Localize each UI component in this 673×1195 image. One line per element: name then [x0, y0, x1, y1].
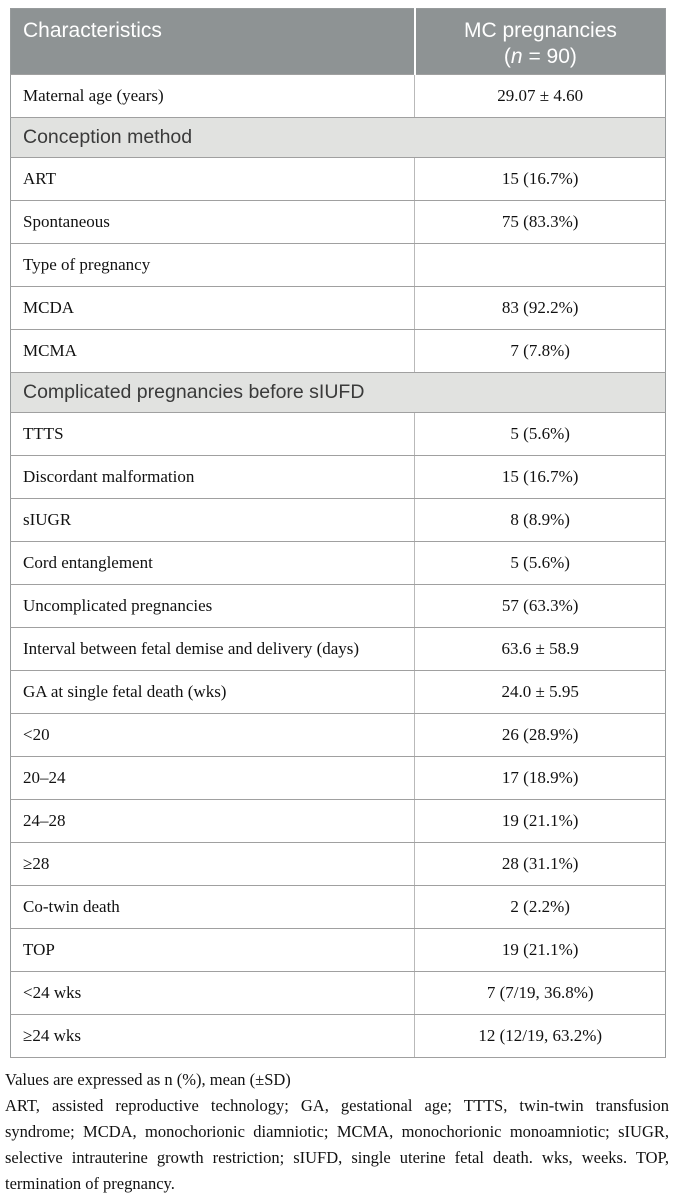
row-label: <24 wks: [10, 971, 416, 1015]
n-prefix: (: [503, 45, 511, 68]
row-label: 24–28: [10, 799, 416, 843]
row-value: 15 (16.7%): [414, 157, 666, 201]
row-value: 8 (8.9%): [414, 498, 666, 542]
table-row: ART 15 (16.7%): [10, 157, 666, 201]
row-value: 2 (2.2%): [414, 885, 666, 929]
row-value: 75 (83.3%): [414, 200, 666, 244]
row-value: 83 (92.2%): [414, 286, 666, 330]
row-value: 5 (5.6%): [414, 412, 666, 456]
section-header-row: Conception method: [10, 117, 666, 158]
table-row: ≥28 28 (31.1%): [10, 842, 666, 886]
table-row: 24–28 19 (21.1%): [10, 799, 666, 843]
row-value: 5 (5.6%): [414, 541, 666, 585]
header-n-count: (n = 90): [504, 45, 577, 68]
row-value: 63.6 ± 58.9: [414, 627, 666, 671]
row-value: 19 (21.1%): [414, 799, 666, 843]
table-row: ≥24 wks 12 (12/19, 63.2%): [10, 1014, 666, 1058]
row-value: [414, 243, 666, 287]
row-value: 29.07 ± 4.60: [414, 74, 666, 118]
footnote-abbreviations: ART, assisted reproductive technology; G…: [5, 1096, 669, 1193]
header-group-title: MC pregnancies: [463, 19, 617, 42]
row-label: Spontaneous: [10, 200, 416, 244]
row-value: 7 (7.8%): [414, 329, 666, 373]
table-row: Interval between fetal demise and delive…: [10, 627, 666, 671]
row-label: Discordant malformation: [10, 455, 416, 499]
row-value: 28 (31.1%): [414, 842, 666, 886]
section-header-row: Complicated pregnancies before sIUFD: [10, 372, 666, 413]
table-row: MCDA 83 (92.2%): [10, 286, 666, 330]
row-label: TTTS: [10, 412, 416, 456]
characteristics-table: Characteristics MC pregnancies (n = 90) …: [10, 8, 666, 1058]
row-label: ≥28: [10, 842, 416, 886]
row-value: 15 (16.7%): [414, 455, 666, 499]
table-row: Spontaneous 75 (83.3%): [10, 200, 666, 244]
table-row: TOP 19 (21.1%): [10, 928, 666, 972]
n-symbol: n: [510, 45, 523, 68]
table-row: Uncomplicated pregnancies 57 (63.3%): [10, 584, 666, 628]
table-row: <24 wks 7 (7/19, 36.8%): [10, 971, 666, 1015]
table-row: Co-twin death 2 (2.2%): [10, 885, 666, 929]
n-suffix: = 90): [522, 45, 577, 68]
row-label: ≥24 wks: [10, 1014, 416, 1058]
table-row: TTTS 5 (5.6%): [10, 412, 666, 456]
row-label: MCMA: [10, 329, 416, 373]
footnotes: Values are expressed as n (%), mean (±SD…: [5, 1067, 669, 1195]
table-row: 20–24 17 (18.9%): [10, 756, 666, 800]
table-row: <20 26 (28.9%): [10, 713, 666, 757]
row-value: 17 (18.9%): [414, 756, 666, 800]
table-row: MCMA 7 (7.8%): [10, 329, 666, 373]
table-body: Maternal age (years) 29.07 ± 4.60 Concep…: [10, 74, 666, 1058]
row-label: Co-twin death: [10, 885, 416, 929]
row-value: 26 (28.9%): [414, 713, 666, 757]
row-label: <20: [10, 713, 416, 757]
section-header-label: Complicated pregnancies before sIUFD: [10, 372, 666, 413]
row-label: 20–24: [10, 756, 416, 800]
footnote-values-note: Values are expressed as n (%), mean (±SD…: [5, 1070, 291, 1089]
row-label: ART: [10, 157, 416, 201]
row-label: Cord entanglement: [10, 541, 416, 585]
row-value: 19 (21.1%): [414, 928, 666, 972]
row-value: 7 (7/19, 36.8%): [414, 971, 666, 1015]
table-row: Maternal age (years) 29.07 ± 4.60: [10, 74, 666, 118]
table-row: sIUGR 8 (8.9%): [10, 498, 666, 542]
table-header-row: Characteristics MC pregnancies (n = 90): [10, 8, 666, 75]
table-row: Type of pregnancy: [10, 243, 666, 287]
row-value: 57 (63.3%): [414, 584, 666, 628]
row-label: sIUGR: [10, 498, 416, 542]
row-label: Maternal age (years): [10, 74, 416, 118]
column-header-characteristics: Characteristics: [10, 8, 416, 75]
table-row: GA at single fetal death (wks) 24.0 ± 5.…: [10, 670, 666, 714]
row-label: TOP: [10, 928, 416, 972]
column-header-mc-pregnancies: MC pregnancies (n = 90): [414, 8, 666, 75]
row-value: 12 (12/19, 63.2%): [414, 1014, 666, 1058]
row-label: Interval between fetal demise and delive…: [10, 627, 416, 671]
table-row: Discordant malformation 15 (16.7%): [10, 455, 666, 499]
section-header-label: Conception method: [10, 117, 666, 158]
row-label: Uncomplicated pregnancies: [10, 584, 416, 628]
row-label: Type of pregnancy: [10, 243, 416, 287]
row-value: 24.0 ± 5.95: [414, 670, 666, 714]
table-row: Cord entanglement 5 (5.6%): [10, 541, 666, 585]
row-label: GA at single fetal death (wks): [10, 670, 416, 714]
row-label: MCDA: [10, 286, 416, 330]
